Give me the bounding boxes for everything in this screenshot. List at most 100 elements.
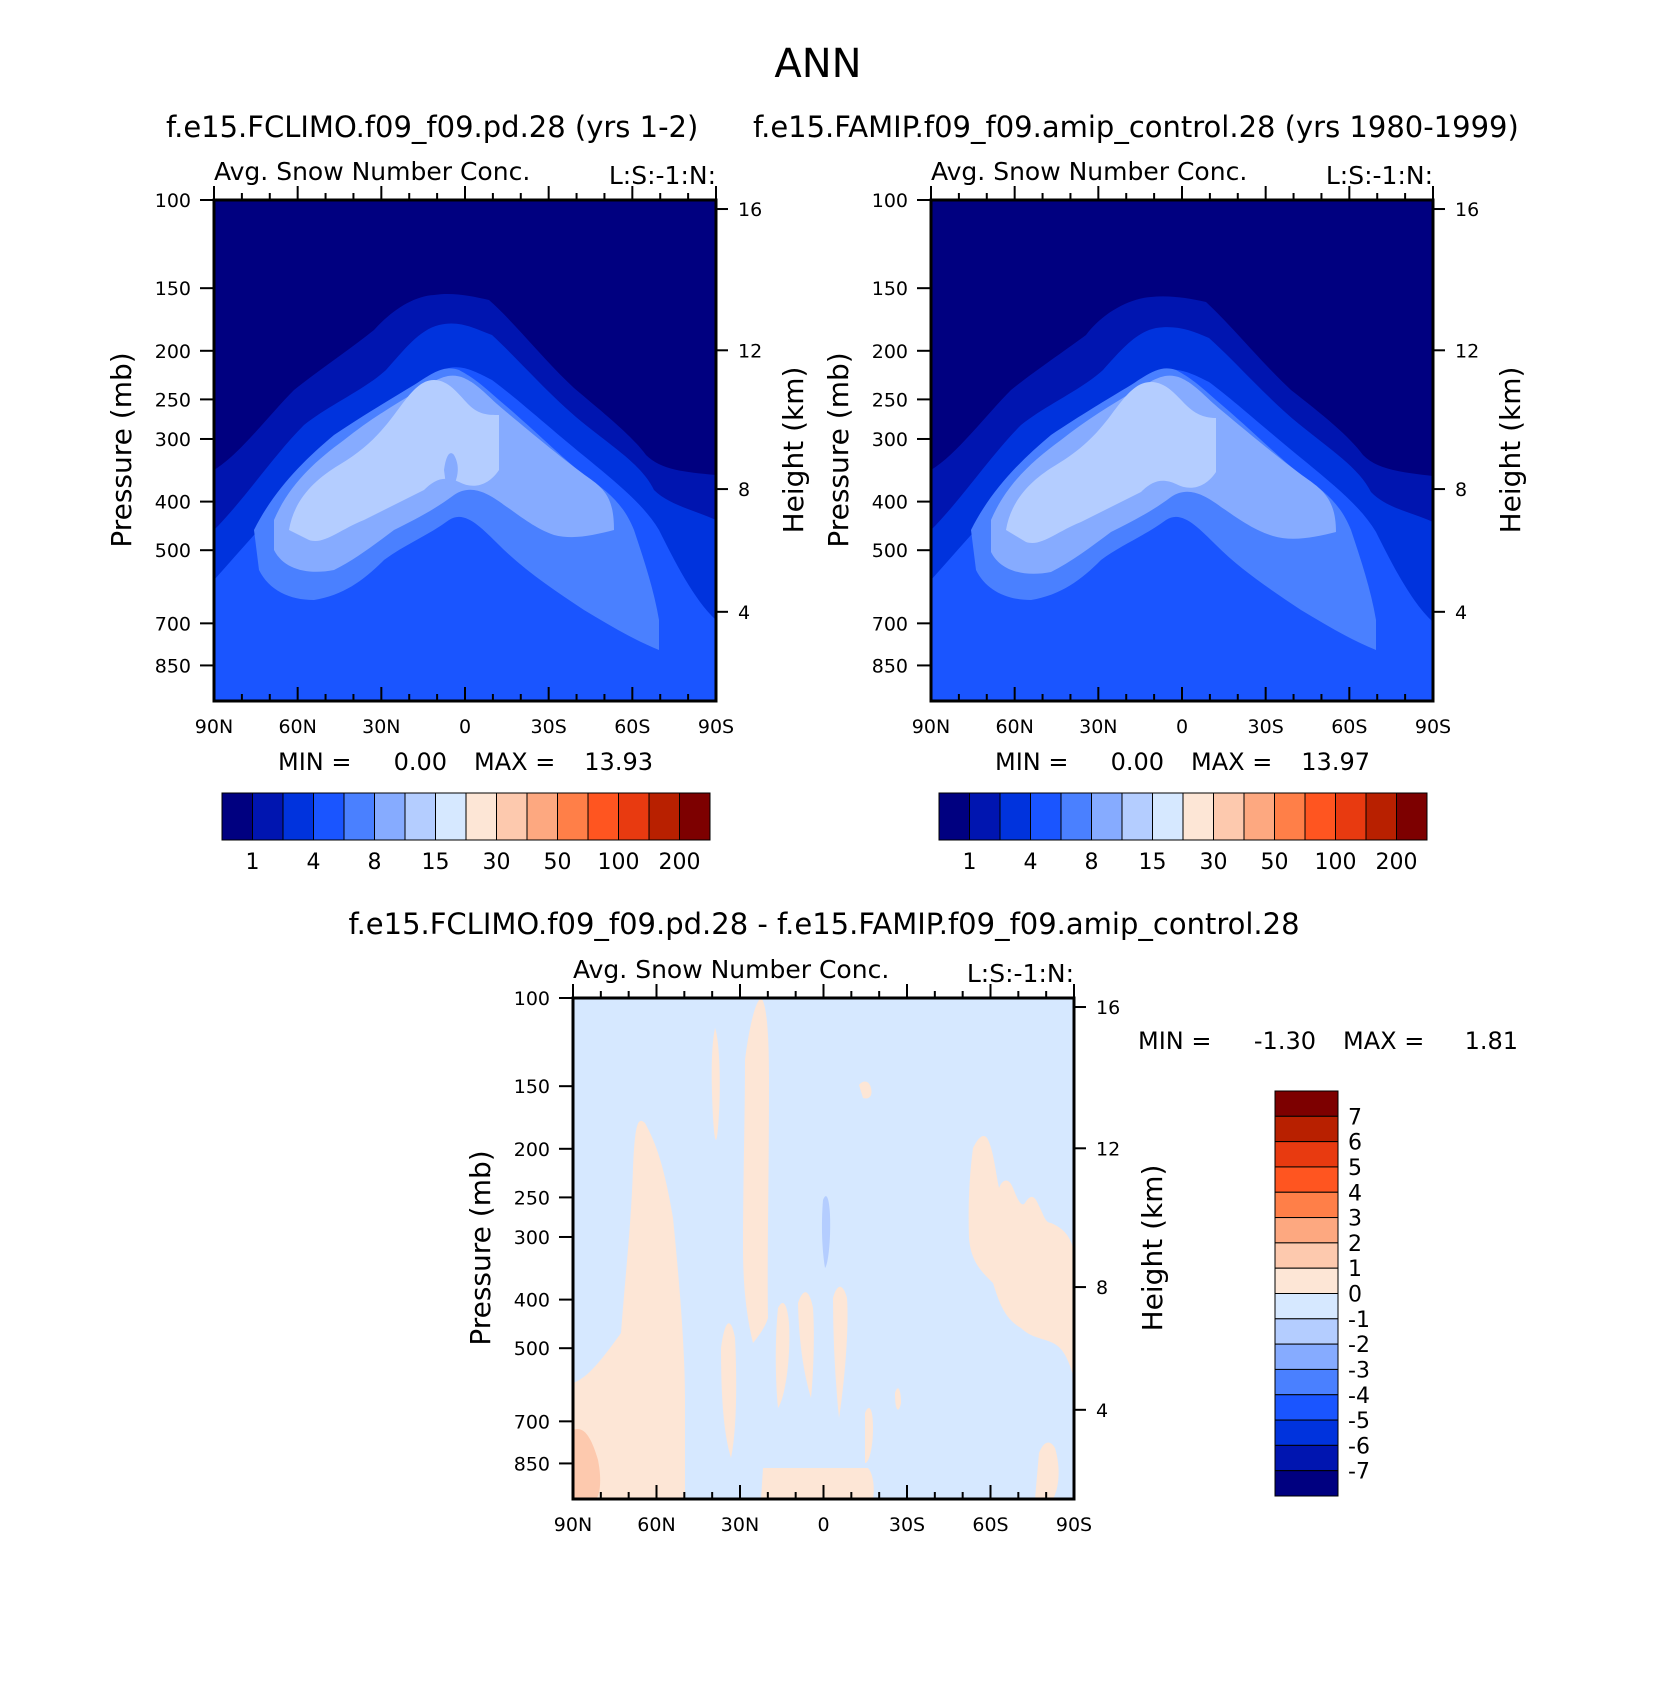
colorbar-box [648, 792, 680, 841]
colorbar-box [938, 792, 970, 841]
colorbar-box [1213, 792, 1245, 841]
colorbar-box [496, 792, 528, 841]
colorbar-label: 6 [1348, 1131, 1362, 1156]
colorbar-label: 30 [483, 850, 511, 875]
colorbar-label: -1 [1348, 1308, 1370, 1333]
panel-3-positive-strip-4 [798, 1292, 814, 1398]
colorbar-box [1396, 792, 1428, 841]
colorbar-label: 100 [598, 850, 640, 875]
panel-2-colorbar: 1 4 8 15 30 50 100 200 [938, 792, 1428, 875]
panel-1-plot-area [214, 200, 716, 701]
panel-1-units: L:S:-1:N: [609, 161, 716, 190]
colorbar-box [1274, 1444, 1339, 1472]
x-tick-label: 60S [972, 1514, 1008, 1536]
colorbar-box [1152, 792, 1184, 841]
panel-3-positive-region-west [573, 1120, 685, 1499]
panel-1-ylabel: Pressure (mb) [105, 352, 138, 547]
panel-3-plot-area [573, 998, 1074, 1499]
colorbar-box [1274, 1419, 1339, 1446]
y-tick-label: 400 [155, 492, 191, 514]
colorbar-label: -3 [1348, 1358, 1370, 1383]
panel-3-units: L:S:-1:N: [967, 959, 1074, 988]
colorbar-label: 5 [1348, 1156, 1362, 1181]
panel-1: f.e15.FCLIMO.f09_f09.pd.28 (yrs 1-2) Avg… [105, 110, 810, 875]
colorbar-label: 4 [1348, 1181, 1362, 1206]
panel-1-max-label: MAX = [474, 748, 555, 776]
y-tick-label: 150 [514, 1076, 550, 1098]
x-tick-label: 60S [614, 716, 650, 738]
y-tick-label: 250 [872, 389, 908, 411]
y-tick-label: 250 [514, 1187, 550, 1209]
colorbar-box [1304, 792, 1336, 841]
panel-2-y-ticks: 100 150 200 250 300 400 500 700 850 [872, 190, 931, 677]
colorbar-box [1274, 792, 1306, 841]
colorbar-box [1274, 1217, 1339, 1244]
panel-3-positive-strip-1 [743, 998, 769, 1343]
panel-3-positive-blob-60s [968, 1136, 1074, 1378]
colorbar-label: 4 [1024, 850, 1038, 875]
panel-2-plot-area [931, 200, 1433, 701]
panel-3-positive-blob-south [761, 1468, 874, 1499]
colorbar-label: -4 [1348, 1384, 1370, 1409]
panel-2-case-title: f.e15.FAMIP.f09_f09.amip_control.28 (yrs… [753, 110, 1519, 144]
panel-3-ylabel: Pressure (mb) [464, 1150, 497, 1345]
panel-2-y2-ticks: 16 12 8 4 [1433, 199, 1479, 624]
y2-tick-label: 4 [1455, 602, 1467, 624]
x-tick-label: 90N [195, 716, 233, 738]
panel-2-title: Avg. Snow Number Conc. [931, 157, 1247, 186]
colorbar-label: 0 [1348, 1283, 1362, 1308]
x-tick-label: 60N [995, 716, 1033, 738]
x-tick-label: 0 [817, 1514, 829, 1536]
y-tick-label: 500 [872, 540, 908, 562]
colorbar-box [1274, 1141, 1339, 1168]
colorbar-box [969, 792, 1001, 841]
colorbar-box [313, 792, 345, 841]
panel-3-positive-strip-2 [721, 1323, 737, 1458]
panel-3-y2label: Height (km) [1136, 1165, 1169, 1332]
panel-1-case-title: f.e15.FCLIMO.f09_f09.pd.28 (yrs 1-2) [166, 110, 698, 144]
panel-3: f.e15.FCLIMO.f09_f09.pd.28 - f.e15.FAMIP… [348, 907, 1518, 1536]
panel-3-max-label: MAX = [1343, 1027, 1424, 1055]
colorbar-box [1274, 1191, 1339, 1219]
panel-2-min-label: MIN = [995, 748, 1068, 776]
y-tick-label: 400 [872, 492, 908, 514]
colorbar-label: -6 [1348, 1434, 1370, 1459]
colorbar-label: 1 [246, 850, 260, 875]
panel-2-units: L:S:-1:N: [1326, 161, 1433, 190]
y-tick-label: 300 [872, 429, 908, 451]
panel-2-max-label: MAX = [1191, 748, 1272, 776]
panel-3-positive-strip-6 [775, 1303, 790, 1408]
panel-3-y2-ticks: 16 12 8 4 [1074, 997, 1120, 1422]
colorbar-box [343, 792, 375, 841]
x-tick-label: 30N [1079, 716, 1117, 738]
colorbar-box [435, 792, 467, 841]
colorbar-box [679, 792, 711, 841]
panel-3-case-title: f.e15.FCLIMO.f09_f09.pd.28 - f.e15.FAMIP… [348, 907, 1299, 941]
y-tick-label: 200 [514, 1139, 550, 1161]
colorbar-label: 4 [307, 850, 321, 875]
colorbar-box [1274, 1318, 1339, 1345]
x-tick-label: 60N [278, 716, 316, 738]
y2-tick-label: 16 [1096, 997, 1120, 1019]
panel-1-notch [444, 453, 458, 485]
panel-2: f.e15.FAMIP.f09_f09.amip_control.28 (yrs… [753, 110, 1527, 875]
colorbar-box [1121, 792, 1153, 841]
colorbar-box [999, 792, 1031, 841]
colorbar-box [1274, 1470, 1339, 1497]
y-tick-label: 700 [155, 613, 191, 635]
colorbar-label: 200 [1376, 850, 1418, 875]
y2-tick-label: 8 [1096, 1277, 1108, 1299]
x-tick-label: 90N [554, 1514, 592, 1536]
colorbar-box [1182, 792, 1214, 841]
colorbar-box [1274, 1343, 1339, 1370]
y-tick-label: 700 [872, 613, 908, 635]
y-tick-label: 200 [155, 341, 191, 363]
x-tick-label: 60S [1331, 716, 1367, 738]
colorbar-label: 50 [544, 850, 572, 875]
y-tick-label: 100 [155, 190, 191, 212]
y2-tick-label: 4 [1096, 1400, 1108, 1422]
colorbar-box [1274, 1394, 1339, 1421]
panel-3-min-label: MIN = [1138, 1027, 1211, 1055]
colorbar-box [282, 792, 314, 841]
